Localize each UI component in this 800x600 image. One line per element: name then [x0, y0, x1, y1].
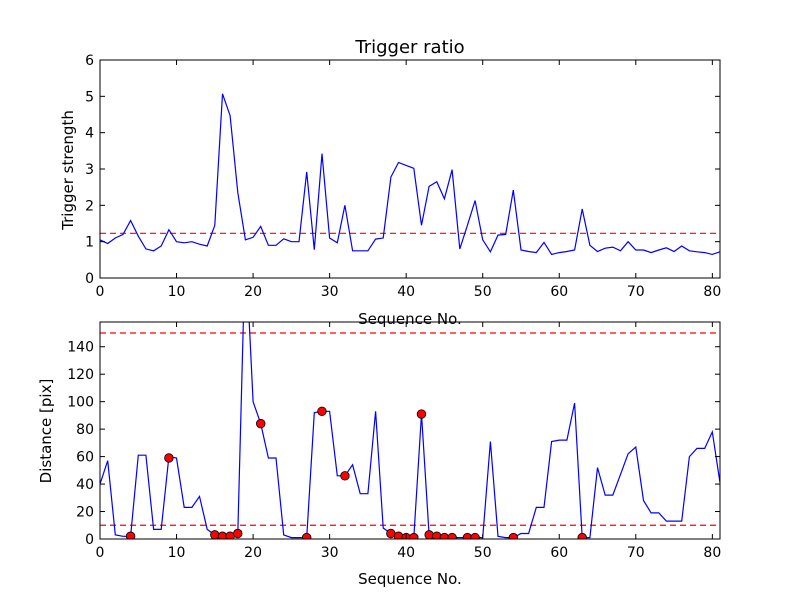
x-tick-label: 40 [397, 545, 415, 561]
x-tick-label: 30 [321, 545, 339, 561]
data-point [508, 532, 519, 539]
series-line [100, 93, 720, 256]
x-tick-label: 60 [550, 545, 568, 561]
y-tick-label: 0 [85, 532, 94, 548]
x-tick-label: 70 [627, 545, 645, 561]
data-point [447, 532, 457, 539]
y-tick-label: 60 [76, 450, 94, 466]
x-tick-label: 20 [244, 545, 262, 561]
x-tick-label: 40 [397, 284, 415, 300]
y-tick-label: 120 [67, 367, 94, 383]
y-tick-label: 100 [67, 395, 94, 411]
x-tick-label: 0 [96, 545, 105, 561]
data-point [125, 531, 136, 539]
x-tick-label: 30 [321, 284, 339, 300]
data-point [416, 409, 427, 419]
plot-frame [99, 321, 721, 540]
x-tick-label: 70 [627, 284, 645, 300]
data-point [409, 532, 419, 539]
y-tick-label: 5 [85, 89, 94, 105]
x-tick-label: 0 [96, 284, 105, 300]
y-tick-label: 140 [67, 340, 94, 356]
y-tick-label: 80 [76, 422, 94, 438]
x-tick-label: 50 [474, 284, 492, 300]
data-point [164, 453, 174, 463]
x-tick-label: 20 [244, 284, 262, 300]
y-tick-label: 0 [85, 271, 94, 287]
plot-area [100, 93, 720, 256]
data-point [577, 532, 587, 539]
y-tick-label: 1 [85, 235, 94, 251]
x-tick-label: 10 [168, 545, 186, 561]
x-tick-label: 50 [474, 545, 492, 561]
y-tick-label: 6 [85, 53, 94, 69]
data-point [256, 418, 266, 429]
x-tick-label: 80 [703, 545, 721, 561]
y-tick-label: 2 [85, 198, 94, 214]
y-axis-label: Trigger strength [59, 110, 77, 231]
x-axis-label: Sequence No. [358, 570, 462, 588]
distance-chart: Distance [pix] Sequence No. 0 10 20 30 40 50 6… [37, 321, 721, 588]
y-tick-label: 40 [76, 477, 94, 493]
data-point [301, 532, 312, 539]
x-axis-label: Sequence No. [358, 310, 462, 328]
data-point [340, 471, 350, 481]
plot-area [100, 322, 720, 539]
plot-marks: 0 10 20 30 40 50 60 70 80 0 20 40 60 80 100 120 140 [67, 321, 721, 561]
chart-title: Trigger ratio [354, 37, 464, 58]
data-point [470, 532, 480, 539]
y-tick-label: 3 [85, 162, 94, 178]
x-tick-label: 60 [550, 284, 568, 300]
x-tick-label: 10 [168, 284, 186, 300]
data-point [317, 406, 327, 416]
y-axis-label: Distance [pix] [37, 379, 55, 484]
data-point [424, 530, 434, 539]
y-tick-label: 4 [85, 126, 94, 142]
x-tick-label: 80 [703, 284, 721, 300]
y-tick-label: 20 [76, 505, 94, 521]
data-point [210, 530, 220, 539]
plot-marks: 0 10 20 30 40 50 60 70 80 0 1 2 3 4 5 6 [85, 53, 721, 300]
trigger-ratio-chart: Trigger ratio Trigger strength Sequence … [59, 37, 721, 328]
data-point [233, 528, 243, 539]
